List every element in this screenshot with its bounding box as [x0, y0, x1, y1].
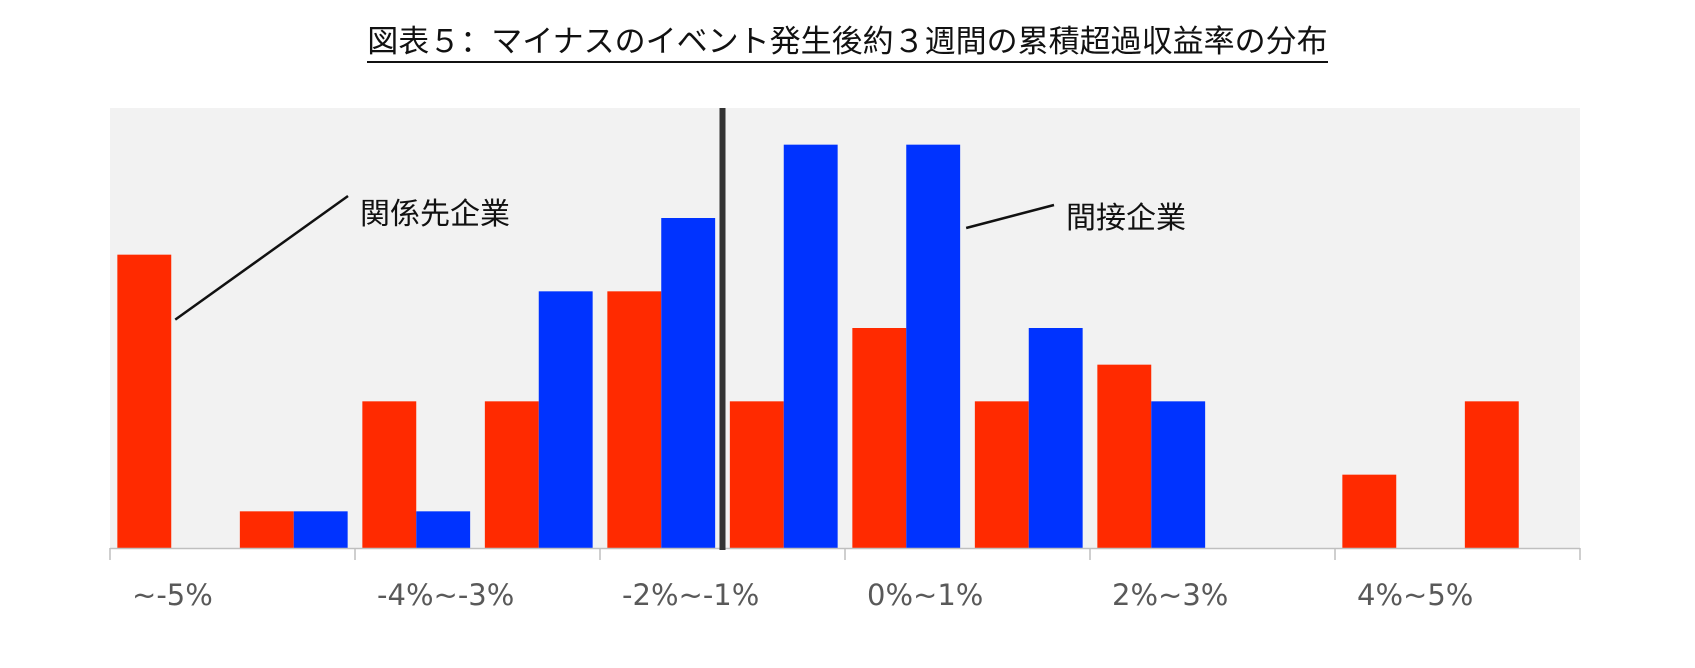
- bar-series1-4: [607, 291, 662, 548]
- bar-series1-6: [852, 328, 907, 548]
- annotation-label-series2: 間接企業: [1066, 201, 1186, 236]
- plot-area: [110, 108, 1580, 548]
- bar-series1-11: [1464, 401, 1519, 548]
- bar-series1-2: [362, 401, 417, 548]
- x-tick-label: 4%~5%: [1357, 578, 1473, 612]
- bar-series2-6: [906, 144, 961, 548]
- x-tick-label: -4%~-3%: [377, 578, 514, 612]
- x-tick-label: 0%~1%: [867, 578, 983, 612]
- bar-series1-8: [1097, 364, 1152, 548]
- bar-series1-5: [729, 401, 784, 548]
- bar-series2-4: [661, 218, 716, 548]
- x-tick-label: -2%~-1%: [622, 578, 759, 612]
- bar-series1-10: [1342, 474, 1397, 548]
- annotation-label-series1: 関係先企業: [360, 197, 510, 232]
- bar-series1-7: [974, 401, 1029, 548]
- x-tick-label: ~-5%: [132, 578, 213, 612]
- chart-title: 図表５：マイナスのイベント発生後約３週間の累積超過収益率の分布: [0, 20, 1695, 64]
- annotation-leader-series2: [965, 203, 1055, 230]
- bar-series2-3: [538, 291, 593, 548]
- chart-title-text: 図表５：マイナスのイベント発生後約３週間の累積超過収益率の分布: [367, 24, 1328, 63]
- bar-series2-1: [293, 511, 348, 548]
- bar-series1-3: [484, 401, 539, 548]
- bar-series2-5: [783, 144, 838, 548]
- bar-series1-1: [239, 511, 294, 548]
- x-tick-label: 2%~3%: [1112, 578, 1228, 612]
- bar-series1-0: [117, 254, 172, 548]
- bar-series2-8: [1151, 401, 1206, 548]
- bar-series2-7: [1028, 328, 1083, 548]
- bar-series2-2: [416, 511, 471, 548]
- annotation-leader-series1: [174, 194, 349, 321]
